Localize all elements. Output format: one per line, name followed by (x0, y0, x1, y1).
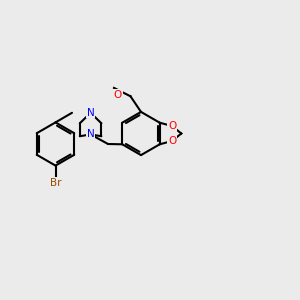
Text: N: N (87, 108, 94, 118)
Text: Br: Br (50, 178, 61, 188)
Text: O: O (168, 136, 176, 146)
Text: N: N (87, 129, 94, 140)
Text: O: O (168, 121, 176, 131)
Text: O: O (114, 90, 122, 100)
